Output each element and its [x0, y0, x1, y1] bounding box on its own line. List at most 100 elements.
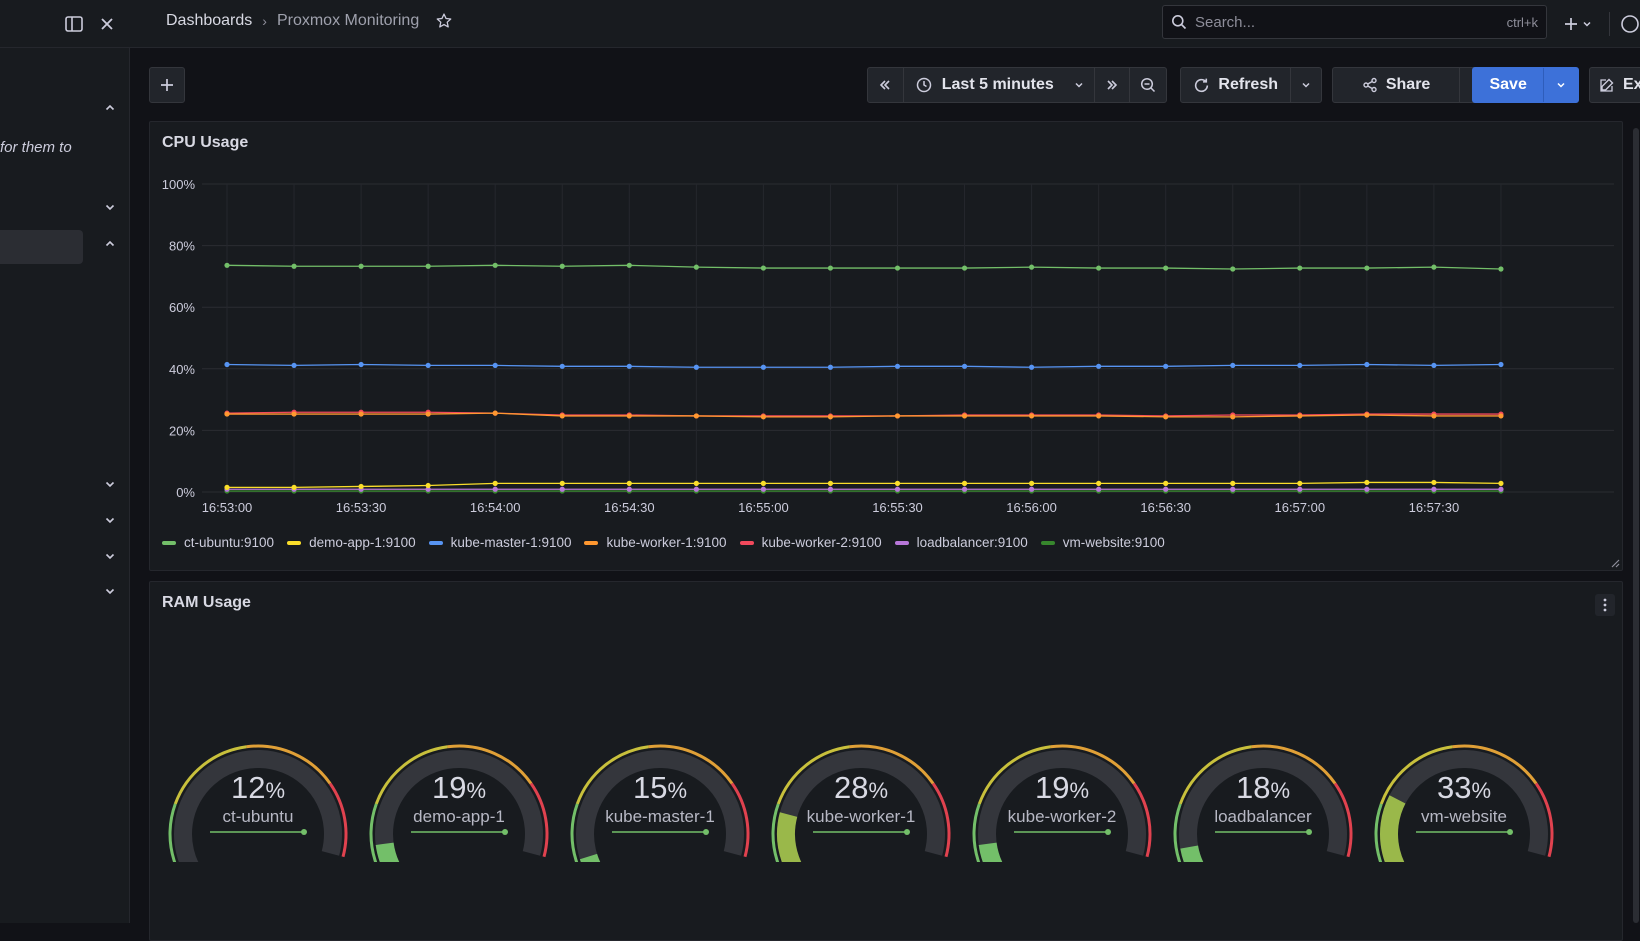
data-point: [693, 486, 699, 492]
sidebar-section-4[interactable]: [0, 470, 129, 504]
series-ct-ubuntu-9100: [224, 262, 1504, 272]
refresh-button[interactable]: Refresh: [1181, 68, 1292, 102]
breadcrumb-current: Proxmox Monitoring: [276, 12, 420, 29]
threshold-band: [575, 745, 649, 805]
resize-handle-icon[interactable]: [1608, 556, 1620, 568]
dock-sidebar-icon[interactable]: [62, 12, 86, 36]
sparkline-point: [301, 829, 307, 835]
gauge-number: 19: [431, 770, 467, 805]
data-point: [961, 413, 968, 419]
data-point: [1297, 480, 1303, 486]
sidebar-section-7[interactable]: [0, 577, 129, 611]
time-shift-forward-button[interactable]: [1095, 68, 1131, 102]
breadcrumb-dashboards[interactable]: Dashboards: [166, 12, 253, 29]
save-dropdown[interactable]: [1544, 68, 1578, 102]
sidebar-active-item[interactable]: [0, 230, 83, 264]
chevron-down-icon: [105, 553, 115, 560]
sidebar-section-1[interactable]: [0, 94, 129, 128]
divider: [1609, 12, 1610, 36]
legend-label: kube-worker-2:9100: [761, 535, 882, 550]
threshold-band: [730, 782, 750, 858]
y-tick-label: 60%: [169, 300, 195, 315]
search-input[interactable]: [1195, 13, 1499, 31]
refresh-interval-dropdown[interactable]: [1291, 68, 1321, 102]
data-point: [894, 480, 901, 486]
legend-item[interactable]: vm-website:9100: [1040, 535, 1165, 550]
threshold-band: [447, 744, 533, 785]
threshold-band: [776, 745, 850, 805]
x-tick-label: 16:55:30: [872, 500, 923, 515]
panel-title: RAM Usage: [162, 594, 251, 611]
legend-item[interactable]: loadbalancer:9100: [894, 535, 1028, 550]
save-label: Save: [1489, 76, 1527, 93]
sidebar-section-2[interactable]: [0, 193, 129, 227]
time-shift-back-button[interactable]: [868, 68, 904, 102]
new-menu-button[interactable]: [1560, 12, 1596, 36]
data-point: [1096, 363, 1102, 369]
ram-usage-panel[interactable]: RAM Usage 12% ct-ubuntu 19% demo-app-1 15% ku…: [149, 581, 1623, 941]
data-point: [1096, 486, 1102, 492]
search-bar[interactable]: ctrl+k: [1162, 5, 1547, 39]
sidebar-section-3[interactable]: [0, 230, 129, 264]
legend-item[interactable]: kube-worker-2:9100: [739, 535, 882, 550]
data-point: [291, 411, 297, 417]
save-button[interactable]: Save: [1473, 68, 1545, 102]
sidebar-hint-text: for them to: [0, 139, 72, 156]
help-icon[interactable]: [1620, 12, 1640, 36]
data-point: [1431, 413, 1437, 419]
legend-label: ct-ubuntu:9100: [184, 535, 275, 550]
threshold-band: [173, 745, 247, 805]
data-point: [961, 486, 968, 492]
gauge-unit: %: [1471, 778, 1492, 803]
gauge-value: 28%: [761, 770, 961, 806]
data-point: [693, 364, 699, 370]
data-point: [1498, 486, 1504, 492]
time-range-picker[interactable]: Last 5 minutes: [904, 68, 1095, 102]
gauge-value: 33%: [1364, 770, 1564, 806]
data-point: [492, 262, 498, 268]
data-point: [961, 480, 968, 486]
gauge-value-arc: [375, 842, 422, 903]
star-icon[interactable]: [435, 12, 453, 30]
data-point: [425, 263, 431, 269]
threshold-band: [1050, 744, 1136, 785]
legend-item[interactable]: ct-ubuntu:9100: [162, 535, 274, 550]
scrollbar[interactable]: [1633, 128, 1639, 923]
close-icon[interactable]: [95, 12, 119, 36]
edit-button[interactable]: Ex: [1589, 67, 1640, 103]
add-panel-button[interactable]: [149, 67, 185, 103]
sparkline-point: [502, 829, 508, 835]
share-button[interactable]: Share: [1333, 68, 1461, 102]
gauge-number: 19: [1034, 770, 1070, 805]
gauge-number: 15: [632, 770, 668, 805]
sidebar-section-6[interactable]: [0, 542, 129, 576]
legend-item[interactable]: demo-app-1:9100: [287, 535, 416, 550]
legend-item[interactable]: kube-worker-1:9100: [584, 535, 727, 550]
x-tick-label: 16:56:00: [1006, 500, 1057, 515]
threshold-band: [977, 745, 1051, 805]
data-point: [1364, 412, 1370, 418]
share-group: Share: [1332, 67, 1493, 103]
gauge-unit: %: [868, 778, 889, 803]
gauge-vm-website: 33% vm-website: [1364, 722, 1564, 908]
data-point: [1364, 361, 1370, 368]
panel-menu-button[interactable]: [1595, 594, 1615, 616]
plus-icon: [1565, 18, 1577, 30]
zoom-out-button[interactable]: [1130, 68, 1166, 102]
data-point: [1498, 480, 1504, 486]
gauge-unit: %: [466, 778, 487, 803]
data-point: [1029, 486, 1035, 492]
cpu-usage-panel[interactable]: CPU Usage 0% 20% 40% 60% 80% 100% 16:53:00 16:5…: [149, 121, 1623, 571]
time-picker-group: Last 5 minutes: [867, 67, 1167, 103]
data-point: [425, 362, 431, 369]
gauge-kube-master-1: 15% kube-master-1: [560, 722, 760, 908]
sidebar-section-5[interactable]: [0, 506, 129, 540]
refresh-group: Refresh: [1180, 67, 1322, 103]
data-point: [224, 484, 230, 490]
legend-item[interactable]: kube-master-1:9100: [428, 535, 571, 550]
gauge-label: loadbalancer: [1214, 807, 1312, 826]
data-point: [291, 362, 297, 369]
threshold-band: [1178, 745, 1252, 805]
y-tick-label: 100%: [162, 177, 196, 192]
gauge-unit: %: [265, 778, 286, 803]
